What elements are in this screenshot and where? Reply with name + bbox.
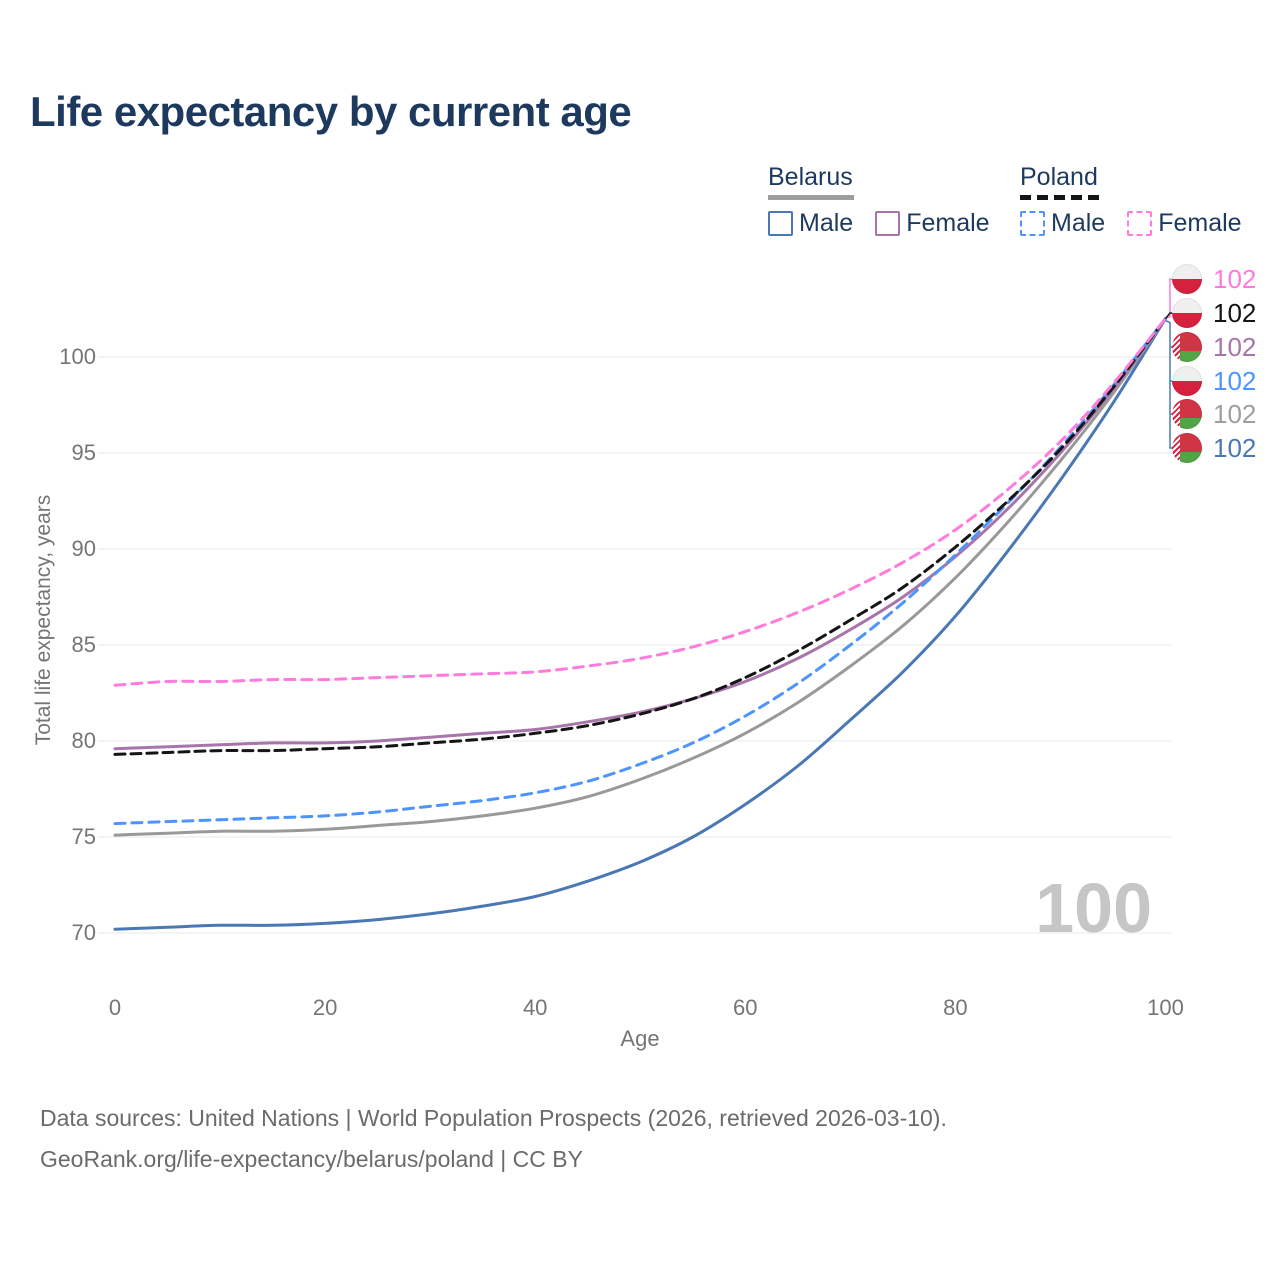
x-axis-title: Age: [620, 1026, 660, 1051]
legend-item-label: Female: [1158, 209, 1242, 237]
legend-item-belarus-male[interactable]: Male: [768, 209, 853, 238]
x-tick-label: 20: [312, 995, 338, 1020]
end-label-row-belarus-male: 102: [1172, 433, 1256, 463]
x-tick-label: 100: [1147, 995, 1184, 1020]
belarus-flag-icon: [1172, 433, 1202, 463]
series-line-poland-total: [113, 317, 1167, 756]
legend-item-label: Male: [1051, 209, 1106, 237]
y-tick-label: 100: [59, 344, 96, 369]
legend-item-belarus-female[interactable]: Female: [875, 209, 990, 238]
series-line-belarus-female: [113, 317, 1167, 751]
legend-item-poland-female[interactable]: Female: [1127, 209, 1242, 238]
x-tick-label: 80: [943, 995, 968, 1020]
legend-country-belarus: Belarus: [768, 163, 853, 191]
end-label-row-belarus-female: 102: [1172, 332, 1256, 362]
end-value-label: 102: [1213, 398, 1257, 429]
poland-flag-icon: [1172, 298, 1202, 328]
y-tick-label: 90: [71, 536, 96, 561]
poland-flag-icon: [1172, 366, 1202, 396]
belarus-male-swatch-icon: [768, 211, 793, 236]
legend-line-sample-poland: [1020, 195, 1102, 200]
end-value-label: 102: [1213, 432, 1257, 463]
end-label-row-belarus-total: 102: [1172, 399, 1256, 429]
y-tick-label: 95: [71, 440, 96, 465]
poland-flag-icon: [1172, 264, 1202, 294]
series-line-poland-male: [113, 317, 1167, 826]
end-value-label: 102: [1213, 331, 1257, 362]
end-label-row-poland-male: 102: [1172, 366, 1256, 396]
legend-item-poland-male[interactable]: Male: [1020, 209, 1105, 238]
footer: Data sources: United Nations | World Pop…: [40, 1098, 947, 1180]
y-tick-label: 85: [71, 632, 96, 657]
x-tick-label: 60: [733, 995, 758, 1020]
legend-item-label: Male: [799, 209, 854, 237]
belarus-flag-icon: [1172, 399, 1202, 429]
page-title: Life expectancy by current age: [30, 88, 632, 135]
legend-item-label: Female: [906, 209, 990, 237]
legend-group-belarus: Belarus Male Female: [768, 163, 990, 238]
y-axis-title: Total life expectancy, years: [32, 494, 55, 746]
poland-male-swatch-icon: [1020, 211, 1045, 236]
legend-group-poland: Poland Male Female: [1020, 163, 1242, 238]
end-value-label: 102: [1213, 297, 1257, 328]
end-label-row-poland-female: 102: [1172, 264, 1256, 294]
y-tick-label: 70: [71, 920, 96, 945]
x-tick-label: 40: [522, 995, 548, 1020]
end-value-label: 102: [1213, 263, 1257, 294]
series-line-belarus-total: [113, 317, 1167, 837]
age-watermark: 100: [1035, 869, 1152, 947]
end-value-label: 102: [1213, 365, 1257, 396]
belarus-flag-icon: [1172, 332, 1202, 362]
attribution-note: GeoRank.org/life-expectancy/belarus/pola…: [40, 1146, 583, 1172]
series-line-poland-female: [113, 317, 1167, 687]
y-tick-label: 80: [71, 728, 96, 753]
poland-female-swatch-icon: [1127, 211, 1153, 236]
series-line-belarus-male: [113, 317, 1167, 931]
y-tick-label: 75: [71, 824, 96, 849]
data-source-note: Data sources: United Nations | World Pop…: [40, 1105, 947, 1131]
belarus-female-swatch-icon: [875, 211, 901, 236]
legend-line-sample-belarus: [768, 195, 854, 200]
legend-country-poland: Poland: [1020, 163, 1098, 191]
end-label-row-poland-total: 102: [1172, 298, 1256, 328]
x-tick-label: 0: [108, 995, 122, 1020]
